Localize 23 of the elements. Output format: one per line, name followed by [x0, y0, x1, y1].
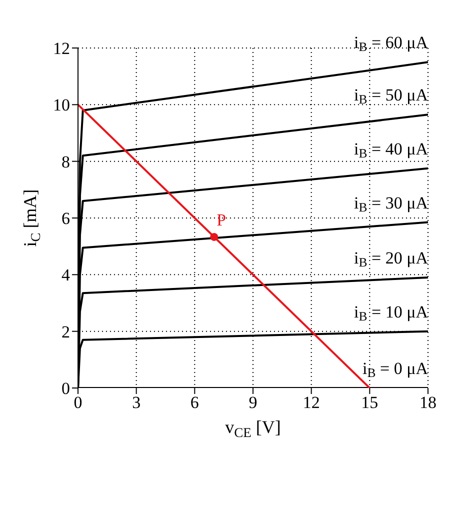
series-label: i$_{B}$ = 40 μA [354, 139, 429, 161]
y-tick-label: 10 [53, 96, 70, 115]
series-label: i$_{B}$ = 60 μA [354, 33, 429, 54]
y-tick-label: 2 [62, 322, 70, 342]
x-tick-label: 6 [190, 393, 199, 412]
y-tick-label: 6 [62, 209, 70, 228]
x-tick-label: 0 [74, 393, 82, 412]
series-label: i$_{B}$ = 50 μA [354, 86, 429, 107]
y-tick-label: 0 [62, 379, 70, 398]
x-tick-label: 15 [361, 393, 378, 412]
series-label: i$_{B}$ = 20 μA [354, 248, 429, 270]
series-label: i$_{B}$ = 10 μA [354, 302, 429, 324]
y-tick-label: 8 [62, 152, 70, 172]
x-tick-label: 12 [302, 393, 320, 412]
y-tick-label: 12 [53, 39, 70, 58]
y-tick-label: 4 [62, 266, 70, 285]
x-tick-label: 18 [420, 393, 436, 412]
series-label: P [216, 210, 226, 230]
x-tick-label: 3 [132, 393, 141, 412]
x-tick-label: 9 [248, 393, 258, 412]
series-label: i$_{B}$ = 0 μA [362, 359, 429, 380]
series-label: i$_{B}$ = 30 μA [354, 193, 429, 214]
x-axis-title: v$_{CE}$ [V] [225, 417, 281, 440]
